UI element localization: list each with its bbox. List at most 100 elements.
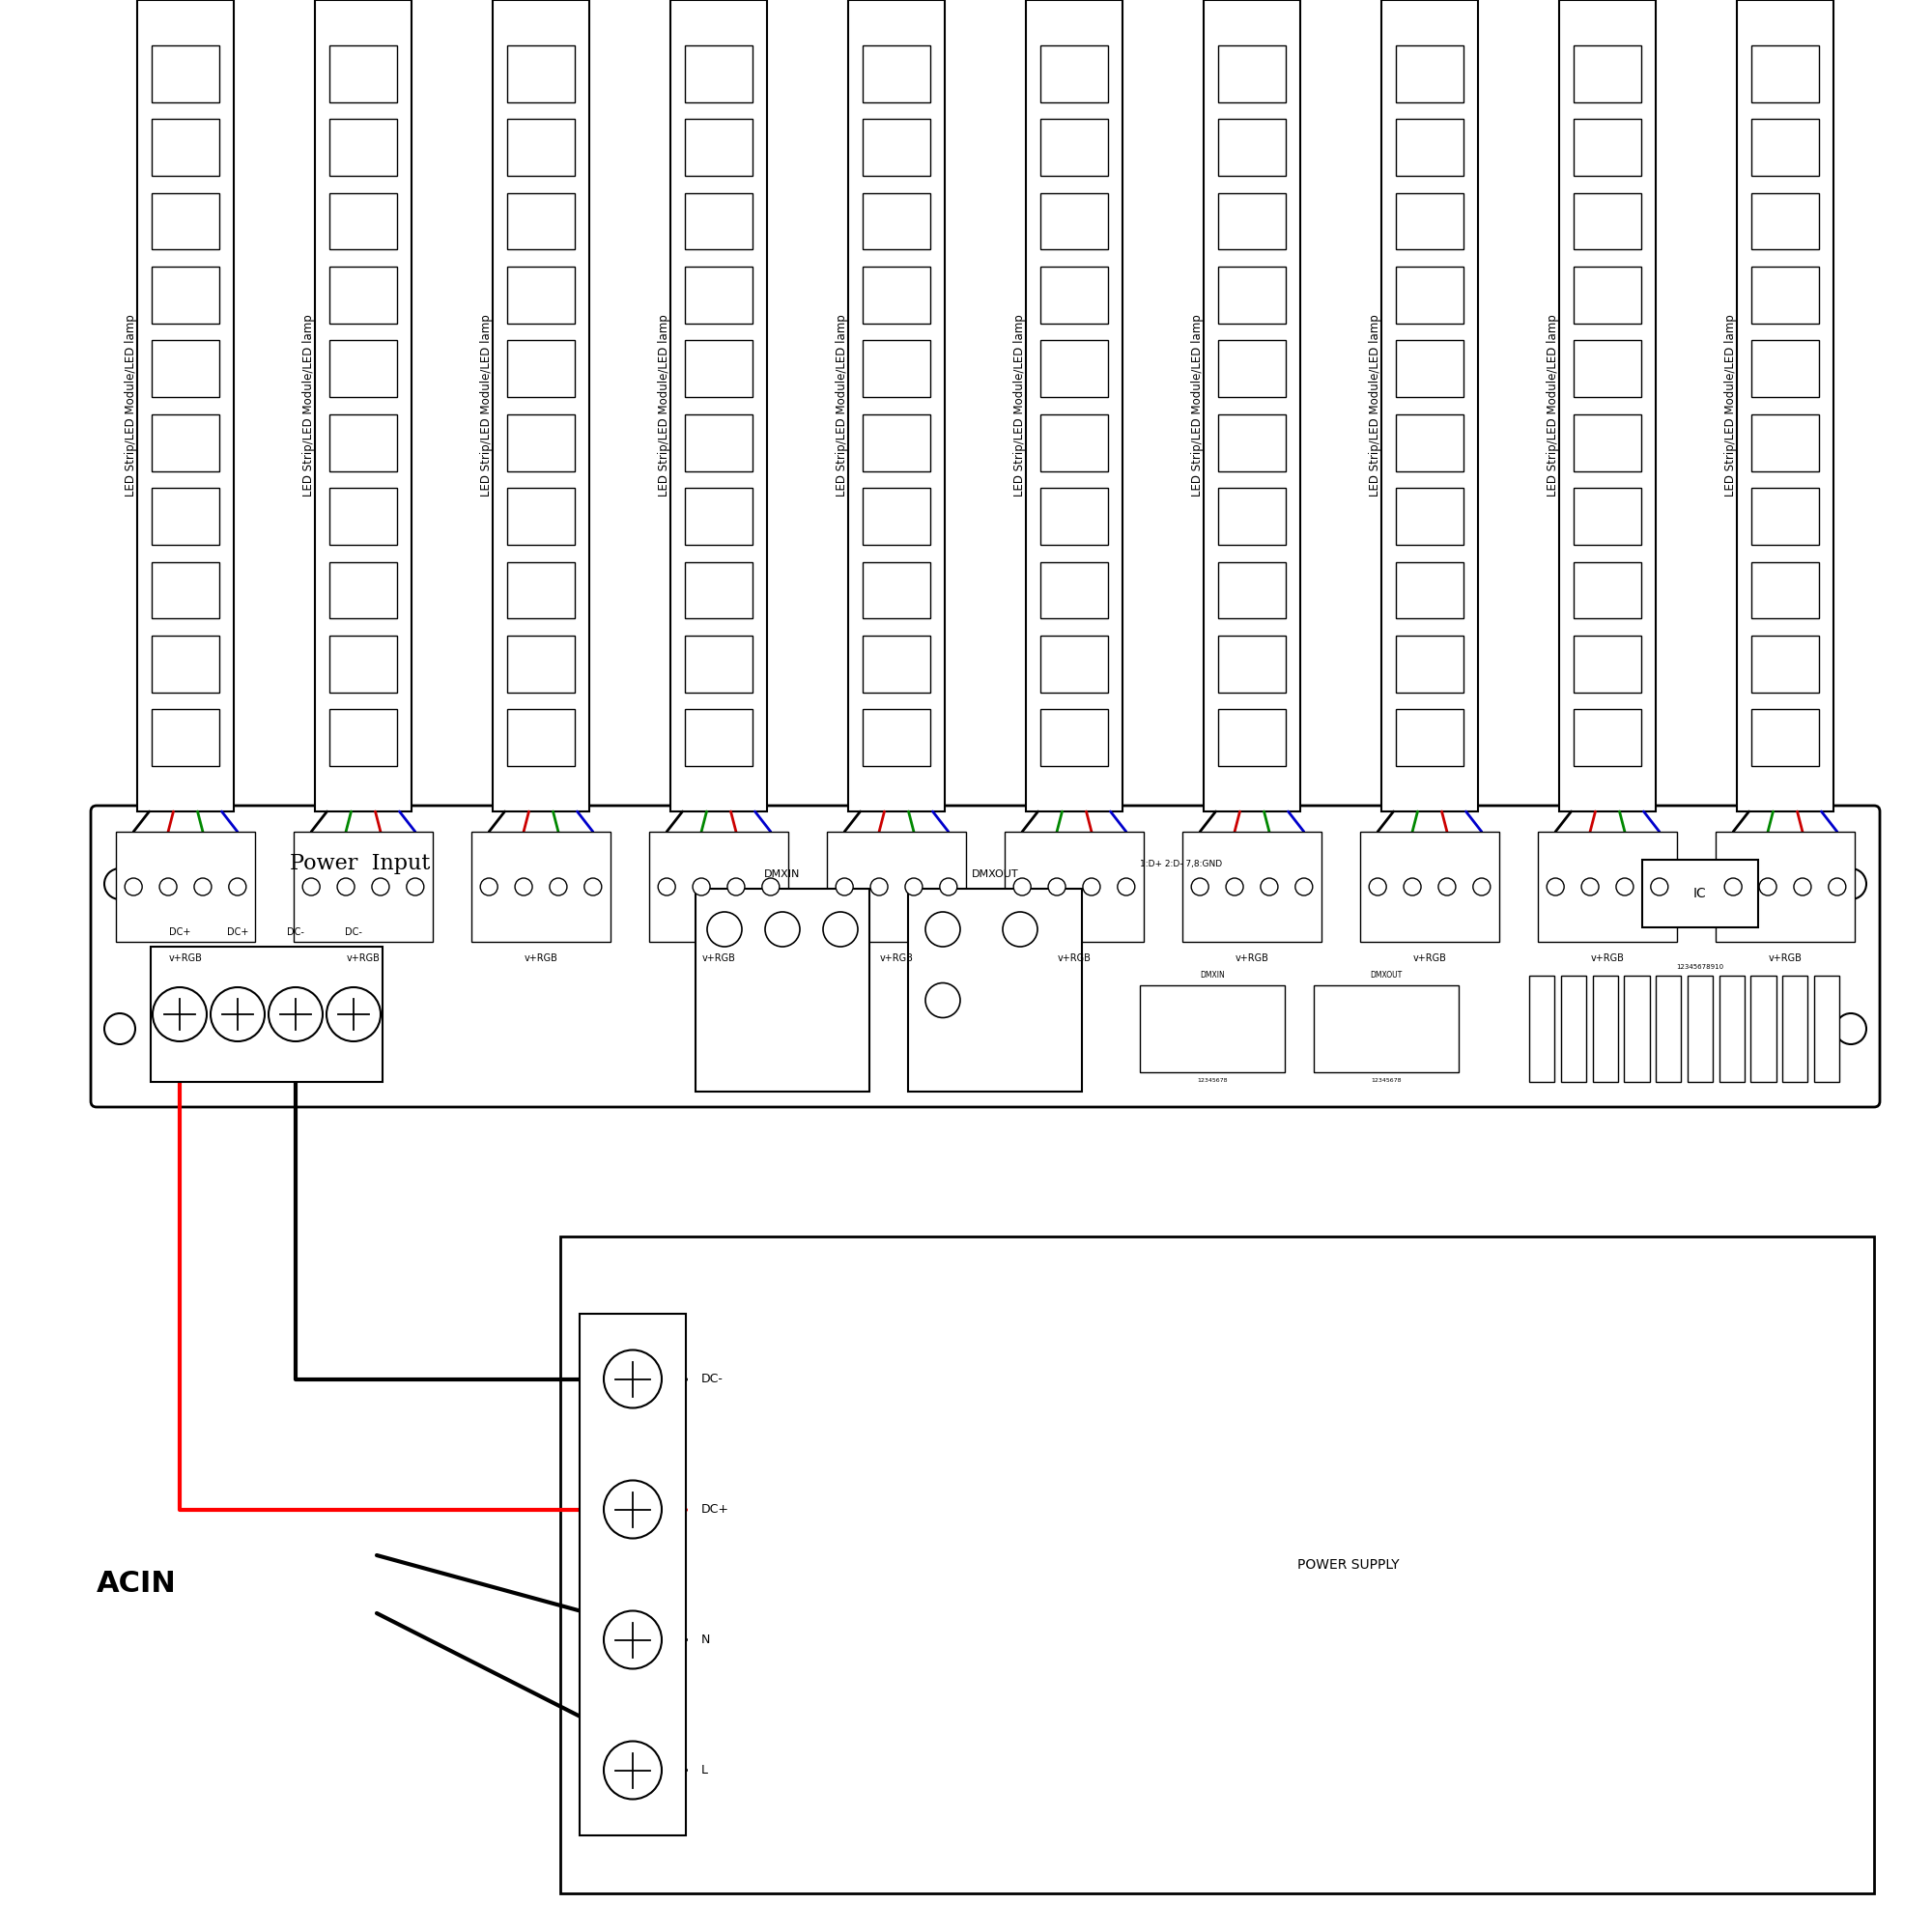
Text: DC+: DC+	[168, 927, 191, 937]
Bar	[1005, 831, 1144, 943]
Bar	[1737, 0, 1833, 811]
Bar	[1219, 709, 1287, 767]
Circle shape	[603, 1480, 661, 1538]
Bar	[1395, 267, 1464, 323]
Bar	[1395, 636, 1464, 692]
Text: DMXOUT: DMXOUT	[972, 869, 1018, 879]
Circle shape	[327, 987, 381, 1041]
Circle shape	[1548, 877, 1565, 896]
Bar	[1561, 976, 1586, 1082]
Text: Power  Input: Power Input	[290, 854, 431, 873]
Circle shape	[193, 877, 211, 896]
Text: v+RGB: v+RGB	[168, 952, 203, 962]
Circle shape	[1117, 877, 1134, 896]
Bar	[1039, 340, 1109, 398]
Bar	[1625, 976, 1650, 1082]
Bar	[684, 489, 752, 545]
Bar	[151, 947, 383, 1082]
Bar	[1039, 413, 1109, 471]
Bar	[862, 562, 931, 618]
Bar	[684, 120, 752, 176]
Bar	[1360, 831, 1499, 943]
Bar	[684, 44, 752, 102]
Bar	[1656, 976, 1681, 1082]
Bar	[328, 562, 398, 618]
Bar	[827, 831, 966, 943]
Text: v+RGB: v+RGB	[1412, 952, 1447, 962]
Bar	[1716, 831, 1855, 943]
Circle shape	[1725, 877, 1743, 896]
Bar	[1750, 120, 1818, 176]
Bar	[151, 489, 220, 545]
Bar	[862, 120, 931, 176]
Bar	[328, 636, 398, 692]
Text: v+RGB: v+RGB	[1235, 952, 1269, 962]
Text: LED Strip/LED Module/LED lamp: LED Strip/LED Module/LED lamp	[837, 315, 848, 497]
Bar	[862, 193, 931, 249]
Circle shape	[371, 877, 388, 896]
Text: LED Strip/LED Module/LED lamp: LED Strip/LED Module/LED lamp	[1548, 315, 1559, 497]
Circle shape	[1003, 912, 1037, 947]
Circle shape	[1294, 877, 1312, 896]
Circle shape	[104, 869, 135, 900]
Bar	[328, 489, 398, 545]
Text: v+RGB: v+RGB	[524, 952, 558, 962]
Bar	[684, 340, 752, 398]
Text: 12345678: 12345678	[1198, 1078, 1227, 1082]
Bar	[1750, 636, 1818, 692]
Circle shape	[694, 877, 711, 896]
Bar	[1039, 709, 1109, 767]
Text: LED Strip/LED Module/LED lamp: LED Strip/LED Module/LED lamp	[126, 315, 137, 497]
Bar	[1592, 976, 1617, 1082]
Bar	[1783, 976, 1808, 1082]
Bar	[1395, 120, 1464, 176]
Circle shape	[765, 912, 800, 947]
Bar	[848, 0, 945, 811]
Text: DC-: DC-	[288, 927, 303, 937]
Bar	[1573, 120, 1640, 176]
Text: LED Strip/LED Module/LED lamp: LED Strip/LED Module/LED lamp	[1725, 315, 1737, 497]
Text: LED Strip/LED Module/LED lamp: LED Strip/LED Module/LED lamp	[1014, 315, 1026, 497]
Circle shape	[939, 877, 956, 896]
Text: POWER SUPPLY: POWER SUPPLY	[1298, 1557, 1399, 1573]
Bar	[1750, 489, 1818, 545]
Text: 12345678910: 12345678910	[1677, 964, 1723, 970]
Bar	[506, 413, 576, 471]
Bar	[862, 489, 931, 545]
Bar	[1182, 831, 1321, 943]
Bar	[862, 340, 931, 398]
Bar	[908, 889, 1082, 1092]
Bar	[1750, 267, 1818, 323]
Bar	[1039, 193, 1109, 249]
Bar	[1219, 636, 1287, 692]
Bar	[493, 0, 589, 811]
Text: IC: IC	[1694, 887, 1706, 900]
Bar	[684, 267, 752, 323]
Bar	[151, 562, 220, 618]
Bar	[1395, 413, 1464, 471]
Bar	[684, 413, 752, 471]
Circle shape	[338, 877, 355, 896]
Text: v+RGB: v+RGB	[346, 952, 381, 962]
Circle shape	[603, 1611, 661, 1669]
Bar	[1719, 976, 1745, 1082]
Text: v+RGB: v+RGB	[1057, 952, 1092, 962]
Circle shape	[269, 987, 323, 1041]
Circle shape	[659, 877, 676, 896]
Text: LED Strip/LED Module/LED lamp: LED Strip/LED Module/LED lamp	[481, 315, 493, 497]
Bar	[506, 193, 576, 249]
Bar	[1573, 413, 1640, 471]
Text: v+RGB: v+RGB	[879, 952, 914, 962]
Bar	[1750, 44, 1818, 102]
Bar	[506, 44, 576, 102]
Bar	[1219, 120, 1287, 176]
Bar	[1573, 44, 1640, 102]
Circle shape	[1082, 877, 1099, 896]
Bar	[1395, 340, 1464, 398]
Bar	[1573, 636, 1640, 692]
Bar	[294, 831, 433, 943]
Bar	[560, 1236, 1874, 1893]
Bar	[1039, 562, 1109, 618]
Circle shape	[1793, 877, 1810, 896]
Bar	[1750, 709, 1818, 767]
